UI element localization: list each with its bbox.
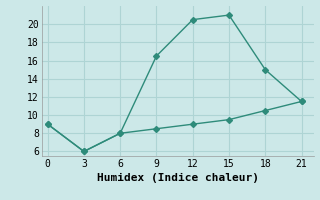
X-axis label: Humidex (Indice chaleur): Humidex (Indice chaleur) <box>97 173 259 183</box>
